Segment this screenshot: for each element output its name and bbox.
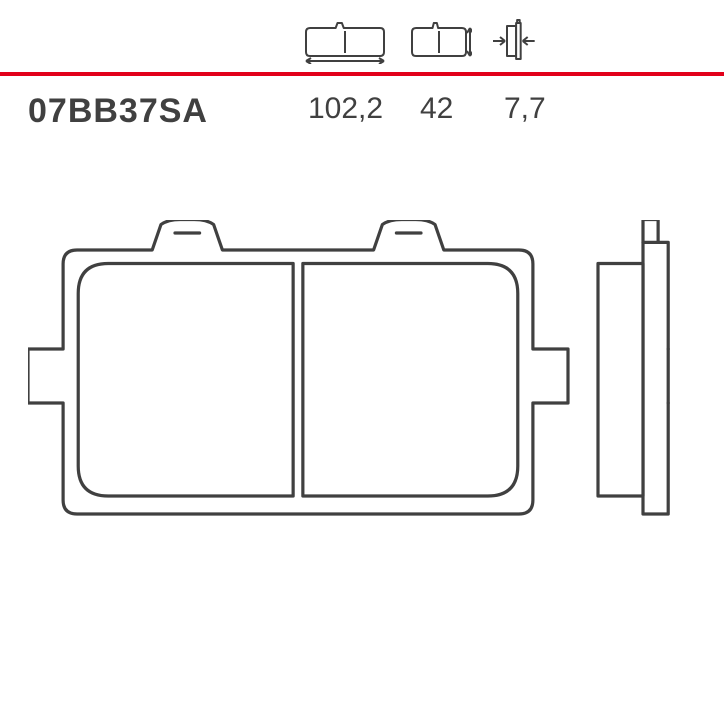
divider-line [0, 72, 724, 76]
brake-pad-drawing [28, 220, 702, 540]
dimension-width-value: 102,2 [308, 92, 383, 126]
dimension-thickness-icon [488, 18, 564, 64]
part-number: 07BB37SA [28, 92, 208, 131]
dimension-thickness-value: 7,7 [504, 92, 546, 126]
dimension-icons-row [300, 18, 700, 68]
dimension-width-icon [300, 18, 390, 64]
dimension-height-value: 42 [420, 92, 453, 126]
canvas: 07BB37SA 102,2 42 7,7 [0, 0, 724, 724]
dimension-height-icon [406, 18, 472, 64]
